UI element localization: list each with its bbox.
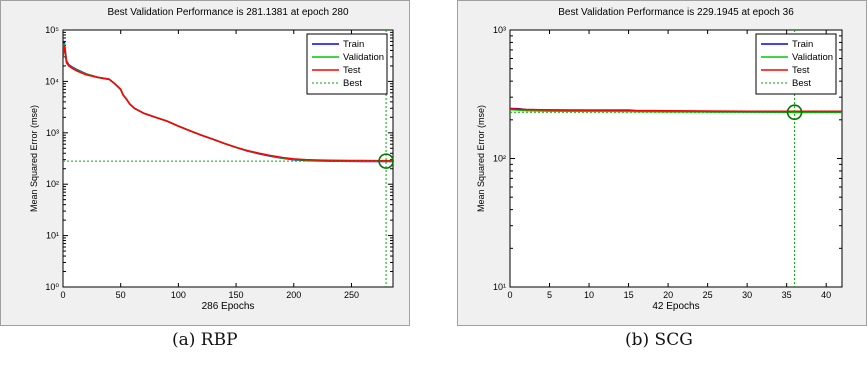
x-tick-label: 30 bbox=[742, 290, 752, 300]
legend: Train Validation Test Best bbox=[306, 33, 388, 95]
series-line-test bbox=[510, 108, 842, 113]
y-tick-label: 10³ bbox=[493, 25, 506, 35]
legend: Train Validation Test Best bbox=[755, 33, 837, 95]
best-marker bbox=[378, 153, 394, 169]
x-tick-label: 15 bbox=[624, 290, 634, 300]
chart-panel-scg: Best Validation Performance is 229.1945 … bbox=[457, 0, 867, 326]
legend-label: Test bbox=[792, 65, 810, 76]
legend-label: Best bbox=[343, 78, 362, 89]
x-tick-label: 150 bbox=[229, 290, 244, 300]
caption-rbp: (a) RBP bbox=[172, 330, 238, 350]
plot-lines bbox=[510, 30, 842, 287]
legend-label: Test bbox=[343, 65, 361, 76]
x-axis-label: 42 Epochs bbox=[652, 301, 699, 312]
x-tick-label: 40 bbox=[821, 290, 831, 300]
x-tick-label: 35 bbox=[782, 290, 792, 300]
plot-lines bbox=[63, 30, 393, 287]
x-tick-label: 200 bbox=[286, 290, 301, 300]
x-tick-label: 5 bbox=[547, 290, 552, 300]
chart-title: Best Validation Performance is 281.1381 … bbox=[107, 7, 349, 18]
legend-label: Train bbox=[792, 39, 813, 50]
legend-label: Validation bbox=[343, 52, 384, 63]
y-tick-label: 10⁰ bbox=[45, 282, 59, 292]
y-tick-label: 10¹ bbox=[46, 231, 59, 241]
y-tick-label: 10³ bbox=[46, 128, 59, 138]
y-tick-label: 10⁴ bbox=[45, 76, 59, 86]
x-tick-label: 50 bbox=[116, 290, 126, 300]
y-tick-label: 10⁵ bbox=[45, 25, 59, 35]
x-axis-label: 286 Epochs bbox=[202, 301, 255, 312]
chart-scg: Best Validation Performance is 229.1945 … bbox=[457, 0, 867, 326]
best-marker bbox=[786, 104, 803, 121]
y-tick-label: 10² bbox=[46, 179, 59, 189]
y-axis-label: Mean Squared Error (mse) bbox=[29, 105, 39, 212]
legend-label: Train bbox=[343, 39, 364, 50]
y-tick-label: 10² bbox=[493, 154, 506, 164]
legend-label: Validation bbox=[792, 52, 833, 63]
x-tick-label: 0 bbox=[60, 290, 65, 300]
x-tick-label: 25 bbox=[703, 290, 713, 300]
chart-title: Best Validation Performance is 229.1945 … bbox=[558, 7, 794, 18]
y-tick-label: 10¹ bbox=[493, 282, 506, 292]
caption-scg: (b) SCG bbox=[625, 330, 693, 350]
y-axis-label: Mean Squared Error (mse) bbox=[476, 105, 486, 212]
series-line-test bbox=[63, 45, 393, 162]
chart-panel-rbp: Best Validation Performance is 281.1381 … bbox=[0, 0, 410, 326]
x-tick-label: 20 bbox=[663, 290, 673, 300]
x-tick-label: 10 bbox=[584, 290, 594, 300]
legend-label: Best bbox=[792, 78, 811, 89]
x-tick-label: 100 bbox=[171, 290, 186, 300]
x-tick-label: 0 bbox=[507, 290, 512, 300]
chart-rbp: Best Validation Performance is 281.1381 … bbox=[0, 0, 410, 326]
x-tick-label: 250 bbox=[344, 290, 359, 300]
